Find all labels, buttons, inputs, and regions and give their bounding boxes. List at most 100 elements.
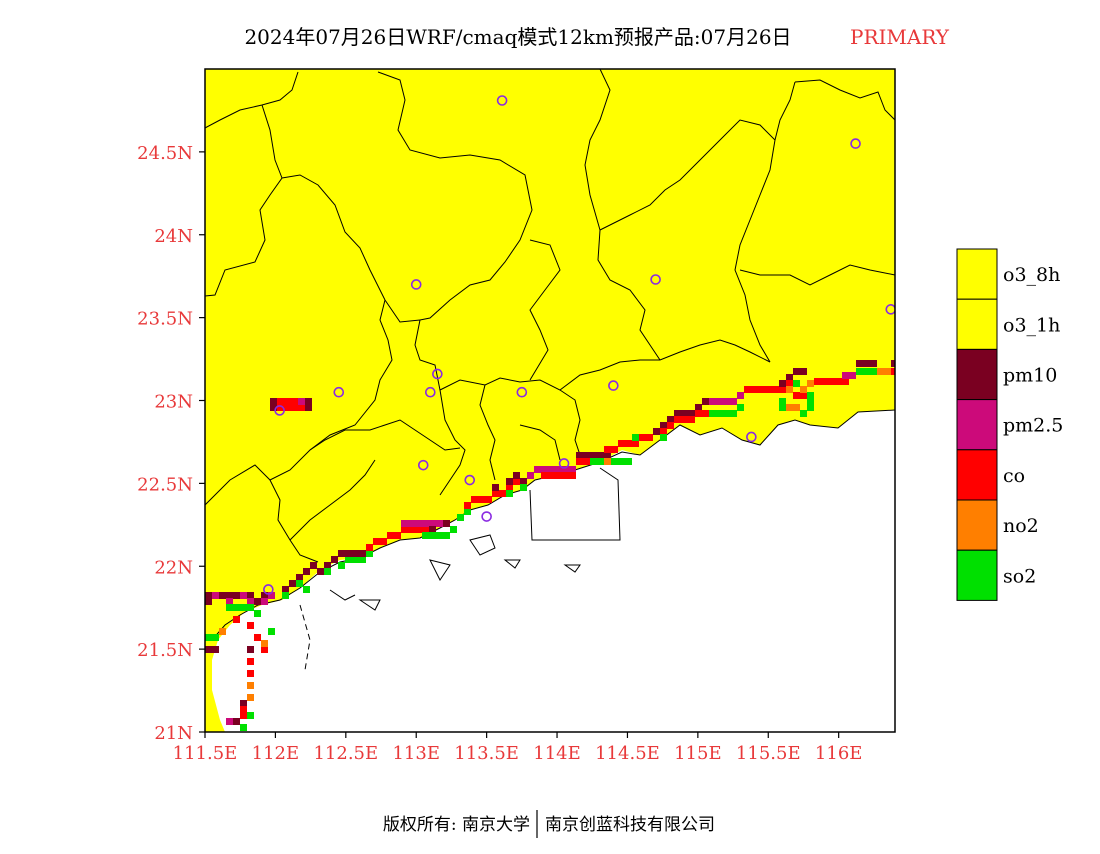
grid-cell-co	[464, 502, 471, 509]
grid-cell-pm10	[338, 550, 345, 557]
grid-cell-pm25	[548, 466, 555, 473]
grid-cell-co	[233, 616, 240, 623]
lat-tick-label: 22.5N	[137, 474, 193, 495]
grid-cell-co	[492, 490, 499, 497]
grid-cell-so2	[709, 410, 716, 417]
grid-cell-so2	[436, 532, 443, 539]
grid-cell-pm10	[310, 562, 317, 569]
grid-cell-co	[681, 416, 688, 423]
grid-cell-pm10	[870, 360, 877, 367]
grid-cell-pm10	[674, 410, 681, 417]
lon-tick-label: 113E	[392, 743, 440, 764]
legend-swatch-pm10	[956, 348, 998, 401]
grid-cell-co	[611, 446, 618, 453]
grid-cell-pm10	[800, 368, 807, 375]
grid-cell-pm10	[660, 422, 667, 429]
grid-cell-co	[380, 538, 387, 545]
lat-tick-label: 21.5N	[137, 640, 193, 661]
grid-cell-co	[618, 440, 625, 447]
grid-cell-no2	[247, 682, 254, 689]
city-marker	[558, 458, 570, 469]
grid-cell-pm10	[296, 574, 303, 581]
grid-cell-pm10	[261, 592, 268, 599]
grid-cell-pm10	[331, 556, 338, 563]
grid-cell-co	[667, 422, 674, 429]
grid-cell-pm10	[695, 404, 702, 411]
grid-cell-co	[821, 378, 828, 385]
grid-cell-so2	[716, 410, 723, 417]
grid-cell-co	[408, 526, 415, 533]
grid-cell-co	[422, 526, 429, 533]
grid-cell-pm25	[534, 466, 541, 473]
grid-cell-pm10	[240, 700, 247, 707]
grid-cell-co	[401, 526, 408, 533]
grid-cell-co	[604, 446, 611, 453]
grid-cell-so2	[632, 434, 639, 441]
grid-cell-co	[660, 428, 667, 435]
grid-cell-so2	[737, 404, 744, 411]
grid-cell-pm10	[282, 586, 289, 593]
city-marker	[516, 386, 528, 398]
grid-cell-so2	[254, 610, 261, 617]
grid-cell-pm25	[737, 392, 744, 399]
grid-cell-pm25	[716, 398, 723, 405]
grid-cell-so2	[590, 458, 597, 465]
grid-cell-so2	[779, 398, 786, 405]
legend-swatch-co	[956, 449, 998, 501]
grid-cell-so2	[422, 532, 429, 539]
lon-tick-label: 112.5E	[313, 743, 378, 764]
lon-tick-label: 115E	[674, 743, 722, 764]
grid-cell-so2	[870, 368, 877, 375]
grid-cell-pm10	[513, 472, 520, 479]
grid-cell-no2	[793, 404, 800, 411]
grid-cell-pm25	[226, 718, 233, 725]
legend-label-pm25: pm2.5	[1003, 415, 1063, 437]
grid-cell-so2	[226, 604, 233, 611]
grid-cell-so2	[807, 404, 814, 411]
city-marker	[263, 584, 274, 595]
grid-cell-pm10	[576, 452, 583, 459]
grid-cell-co	[366, 544, 373, 551]
lat-tick-label: 22N	[154, 557, 193, 578]
grid-cell-so2	[240, 604, 247, 611]
grid-cell-so2	[233, 604, 240, 611]
grid-cell-so2	[359, 556, 366, 563]
legend-swatch-no2	[956, 499, 998, 551]
city-marker	[333, 386, 345, 398]
grid-cell-so2	[212, 634, 219, 641]
grid-cell-so2	[324, 568, 331, 575]
grid-cell-so2	[856, 368, 863, 375]
grid-cell-co	[779, 386, 786, 393]
grid-cell-pm10	[786, 374, 793, 381]
land-o3-region	[205, 69, 895, 732]
grid-cell-so2	[723, 410, 730, 417]
grid-cell-co	[499, 490, 506, 497]
legend-label-so2: so2	[1003, 565, 1036, 587]
grid-cell-co	[744, 386, 751, 393]
city-marker	[650, 274, 661, 285]
grid-cell-co	[751, 386, 758, 393]
grid-cell-so2	[618, 458, 625, 465]
grid-cell-so2	[247, 712, 254, 719]
grid-cell-pm25	[569, 466, 576, 473]
legend-label-o3_1h: o3_1h	[1003, 314, 1060, 336]
grid-cell-co	[240, 712, 247, 719]
footer-company: 南京创蓝科技有限公司	[545, 815, 715, 835]
grid-cell-so2	[205, 634, 212, 641]
grid-cell-so2	[730, 410, 737, 417]
legend-swatch-o3_8h	[956, 248, 998, 300]
legend-swatch-so2	[956, 549, 998, 601]
grid-cell-co	[415, 526, 422, 533]
grid-cell-co	[513, 478, 520, 485]
legend-label-co: co	[1003, 465, 1025, 487]
grid-cell-pm10	[219, 592, 226, 599]
grid-cell-co	[772, 386, 779, 393]
grid-cell-so2	[443, 532, 450, 539]
grid-cell-co	[758, 386, 765, 393]
grid-cell-co	[695, 410, 702, 417]
grid-cell-so2	[807, 392, 814, 399]
grid-cell-pm10	[793, 368, 800, 375]
grid-cell-pm10	[233, 718, 240, 725]
grid-cell-so2	[457, 514, 464, 521]
